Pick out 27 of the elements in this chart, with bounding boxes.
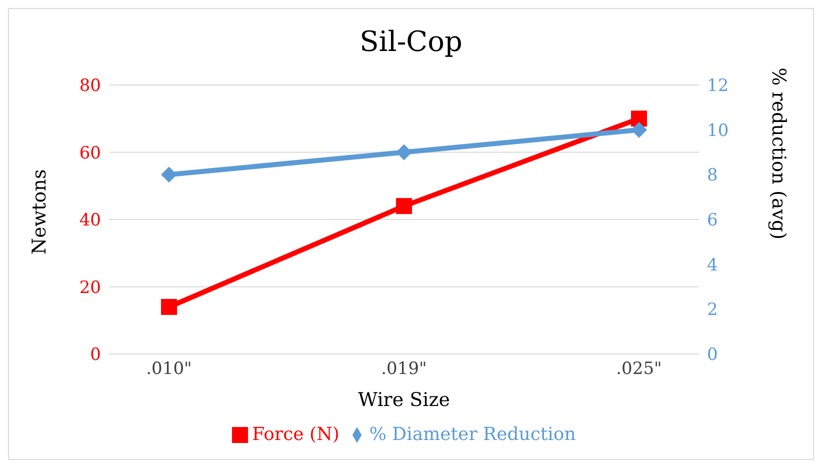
point [396,198,412,214]
y-tick-label: 0 [90,345,101,366]
y-tick-label: 20 [79,278,101,298]
chart-title: Sil-Cop [358,25,464,60]
point [161,298,177,315]
y2-axis-title: % reduction (avg) [767,68,790,240]
y2-tick-label: 10 [707,120,729,141]
point [161,166,177,183]
y2-tick-label: 6 [707,210,718,231]
y2-tick-label: 0 [707,345,718,366]
legend-label: % Diameter Reduction [369,424,576,445]
legend-label: Force (N) [252,424,340,445]
x-tick-label: .019" [381,359,427,380]
y-axis-title: Newtons [28,169,51,254]
y-tick-label: 80 [79,76,101,96]
x-axis-title: Wire Size [358,389,450,411]
point [631,122,647,138]
y2-tick-label: 2 [707,300,718,320]
y2-tick-label: 12 [707,76,729,96]
point [396,144,412,160]
x-tick-label: .010" [146,359,192,380]
y-tick-label: 40 [79,210,101,231]
y2-tick-label: 4 [707,255,718,276]
y2-tick-label: 8 [707,166,718,186]
y-tick-label: 60 [79,143,101,164]
x-tick-label: .025" [616,359,662,380]
point [631,110,647,127]
